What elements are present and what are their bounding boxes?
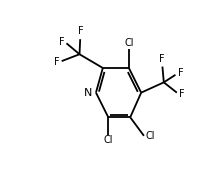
Text: Cl: Cl [103,135,113,145]
Text: Cl: Cl [124,38,134,48]
Text: F: F [77,27,83,36]
Text: F: F [59,36,64,46]
Text: F: F [179,89,185,99]
Text: F: F [178,68,183,78]
Text: F: F [54,57,59,67]
Text: N: N [84,88,93,98]
Text: Cl: Cl [145,131,155,141]
Text: F: F [159,54,165,64]
